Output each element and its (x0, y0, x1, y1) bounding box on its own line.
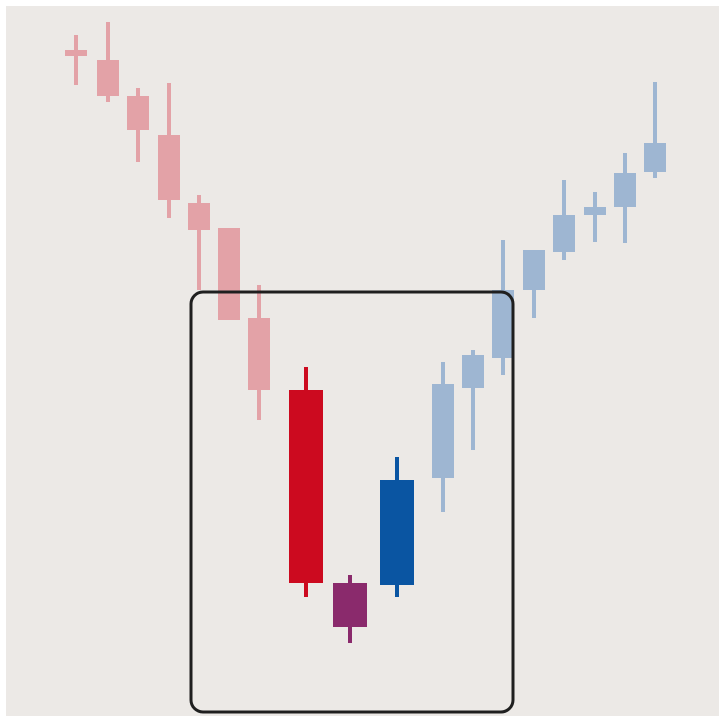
body (158, 135, 180, 200)
body (333, 583, 367, 627)
body (644, 143, 666, 172)
candles (65, 22, 666, 643)
body (380, 480, 414, 585)
body (218, 228, 240, 320)
body (492, 290, 514, 358)
pattern-highlight-box (189, 290, 515, 714)
body (584, 207, 606, 215)
body (462, 355, 484, 388)
body (188, 203, 210, 230)
body (127, 96, 149, 130)
body (248, 318, 270, 390)
body (553, 215, 575, 252)
body (614, 173, 636, 207)
body (289, 390, 323, 583)
body (97, 60, 119, 96)
body (432, 384, 454, 478)
body (523, 250, 545, 290)
body (65, 50, 87, 56)
